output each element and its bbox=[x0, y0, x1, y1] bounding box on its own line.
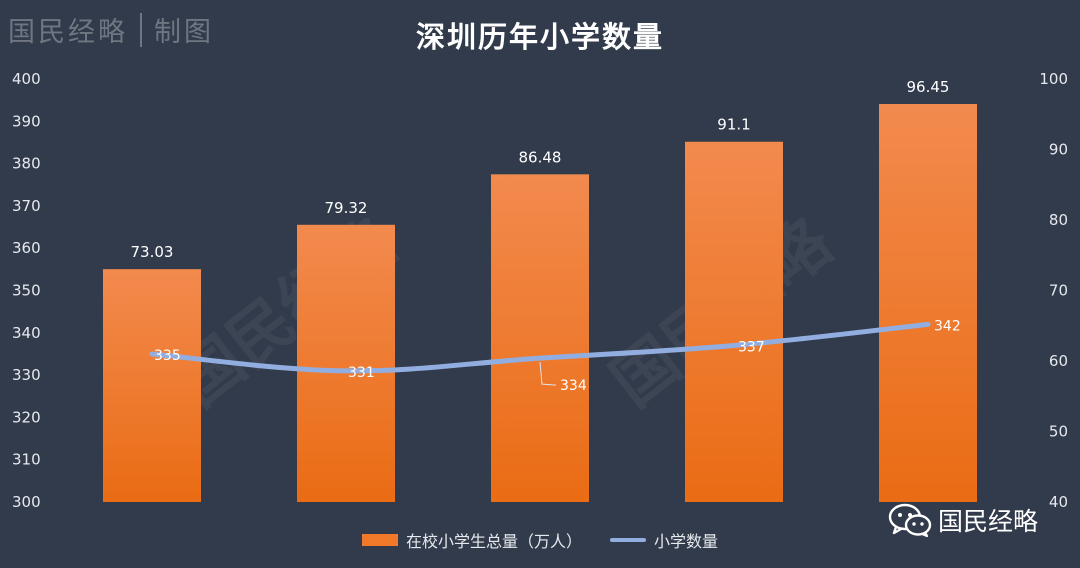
y-left-tick-label: 360 bbox=[12, 239, 41, 257]
legend-item-bar: 在校小学生总量（万人） bbox=[361, 528, 582, 552]
bar bbox=[297, 224, 395, 502]
bar-series bbox=[103, 104, 977, 503]
footer-brand: 国民经略 bbox=[938, 507, 1039, 536]
line-series bbox=[149, 321, 931, 374]
line-value-label: 342 bbox=[934, 318, 961, 334]
y-left-tick-label: 300 bbox=[12, 493, 41, 511]
y-left-tick-label: 380 bbox=[12, 155, 41, 173]
y-right-tick-label: 100 bbox=[1039, 70, 1068, 88]
bar-value-label: 86.48 bbox=[519, 148, 562, 166]
line-value-label: 334 bbox=[560, 378, 587, 394]
leader-line bbox=[539, 362, 557, 386]
line-value-label: 337 bbox=[738, 339, 765, 355]
brand-footer: 国民经略 bbox=[888, 502, 1038, 538]
bar bbox=[103, 269, 201, 502]
y-left-tick-label: 340 bbox=[12, 324, 41, 342]
y-right-tick-label: 50 bbox=[1049, 423, 1068, 441]
legend-swatch-line bbox=[610, 538, 646, 542]
y-left-tick-label: 370 bbox=[12, 197, 41, 215]
bar bbox=[491, 174, 589, 503]
brand-name: 国民经略 bbox=[8, 17, 128, 48]
y-right-tick-label: 90 bbox=[1049, 141, 1068, 159]
y-left-tick-label: 350 bbox=[12, 282, 41, 300]
line-value-label: 335 bbox=[154, 348, 181, 364]
legend-label-line: 小学数量 bbox=[654, 532, 719, 551]
brand-header: 国民经略 制图 bbox=[8, 10, 214, 49]
bar bbox=[685, 141, 783, 502]
bar bbox=[879, 104, 977, 502]
y-left-tick-label: 390 bbox=[12, 112, 41, 130]
y-left-tick-label: 330 bbox=[12, 366, 41, 384]
brand-divider bbox=[140, 12, 142, 47]
legend-label-bar: 在校小学生总量（万人） bbox=[405, 532, 582, 551]
y-right-tick-label: 70 bbox=[1049, 282, 1068, 300]
bar-value-labels: 73.03 79.32 86.48 91.1 96.45 bbox=[131, 78, 950, 261]
chart-title: 深圳历年小学数量 bbox=[415, 20, 664, 54]
bar-value-label: 91.1 bbox=[717, 116, 750, 134]
y-axis-left: 300 310 320 330 340 350 360 370 380 390 400 bbox=[12, 70, 41, 511]
bar-value-label: 79.32 bbox=[325, 199, 368, 217]
wechat-icon bbox=[888, 503, 932, 537]
y-left-tick-label: 320 bbox=[12, 408, 41, 426]
line-path bbox=[149, 321, 931, 374]
legend: 在校小学生总量（万人） 小学数量 bbox=[0, 528, 1080, 552]
y-right-tick-label: 60 bbox=[1049, 352, 1068, 370]
y-left-tick-label: 400 bbox=[12, 70, 41, 88]
brand-suffix: 制图 bbox=[154, 17, 214, 48]
y-right-tick-label: 80 bbox=[1049, 211, 1068, 229]
line-value-labels: 335 331 334 337 342 bbox=[154, 318, 961, 394]
y-axis-right: 40 50 60 70 80 90 100 bbox=[1039, 70, 1068, 511]
legend-item-line: 小学数量 bbox=[610, 528, 718, 552]
legend-swatch-bar bbox=[361, 534, 398, 546]
line-value-label: 331 bbox=[348, 365, 375, 381]
bar-value-label: 73.03 bbox=[131, 243, 174, 261]
y-left-tick-label: 310 bbox=[12, 451, 41, 469]
y-right-tick-label: 40 bbox=[1049, 493, 1068, 511]
bar-value-label: 96.45 bbox=[907, 78, 950, 96]
